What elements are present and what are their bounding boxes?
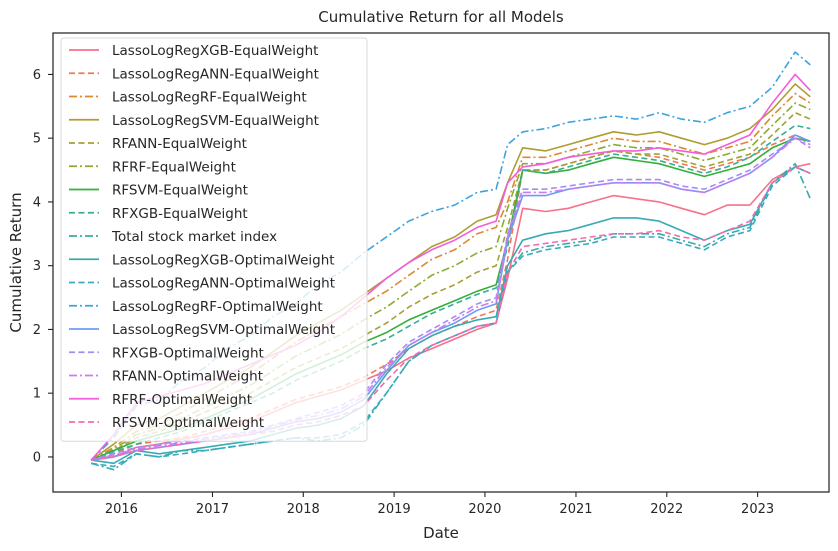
legend-label: LassoLogRegRF-OptimalWeight (112, 299, 323, 315)
y-tick-label: 0 (33, 450, 41, 465)
legend-label: RFANN-EqualWeight (112, 136, 247, 152)
legend-label: LassoLogRegSVM-EqualWeight (112, 113, 319, 129)
y-tick-label: 3 (33, 259, 41, 274)
y-axis-title: Cumulative Return (7, 192, 25, 332)
legend: LassoLogRegXGB-EqualWeight LassoLogRegANN… (60, 37, 368, 442)
series-line (90, 137, 811, 461)
legend-label: Total stock market index (111, 229, 277, 245)
x-tick-label: 2016 (105, 502, 138, 517)
series-line (90, 102, 811, 461)
series-line (90, 166, 811, 468)
y-tick-label: 1 (33, 387, 41, 402)
legend-label: LassoLogRegRF-EqualWeight (112, 90, 307, 106)
x-axis-title: Date (423, 524, 459, 542)
legend-label: RFSVM-OptimalWeight (112, 415, 264, 431)
x-axis: 2016 2017 2018 2019 2020 2021 2022 2023 (105, 492, 774, 517)
legend-label: LassoLogRegXGB-OptimalWeight (112, 252, 335, 268)
chart-title: Cumulative Return for all Models (318, 8, 564, 26)
x-tick-label: 2022 (650, 502, 683, 517)
series-line (90, 92, 811, 461)
y-axis: 0 1 2 3 4 5 6 (33, 68, 53, 465)
legend-label: LassoLogRegANN-OptimalWeight (112, 276, 335, 292)
series-line (90, 124, 811, 461)
legend-label: RFXGB-OptimalWeight (112, 345, 264, 361)
x-tick-label: 2023 (741, 502, 774, 517)
x-tick-label: 2019 (378, 502, 411, 517)
legend-label: RFXGB-EqualWeight (112, 206, 248, 222)
series-line (90, 166, 811, 465)
legend-label: RFANN-OptimalWeight (112, 369, 263, 385)
legend-label: RFSVM-EqualWeight (112, 183, 248, 199)
x-tick-label: 2020 (468, 502, 501, 517)
x-tick-label: 2018 (287, 502, 320, 517)
legend-label: LassoLogRegANN-EqualWeight (112, 66, 319, 82)
legend-label: RFRF-OptimalWeight (112, 392, 252, 408)
legend-label: LassoLogRegSVM-OptimalWeight (112, 322, 335, 338)
legend-label: LassoLogRegXGB-EqualWeight (112, 43, 318, 59)
x-tick-label: 2017 (196, 502, 229, 517)
legend-label: RFRF-EqualWeight (112, 159, 236, 175)
y-tick-label: 4 (33, 195, 41, 210)
y-tick-label: 5 (33, 132, 41, 147)
y-tick-label: 2 (33, 323, 41, 338)
x-tick-label: 2021 (559, 502, 592, 517)
legend-box (60, 37, 368, 442)
y-tick-label: 6 (33, 68, 41, 83)
plot-frame (52, 32, 830, 493)
